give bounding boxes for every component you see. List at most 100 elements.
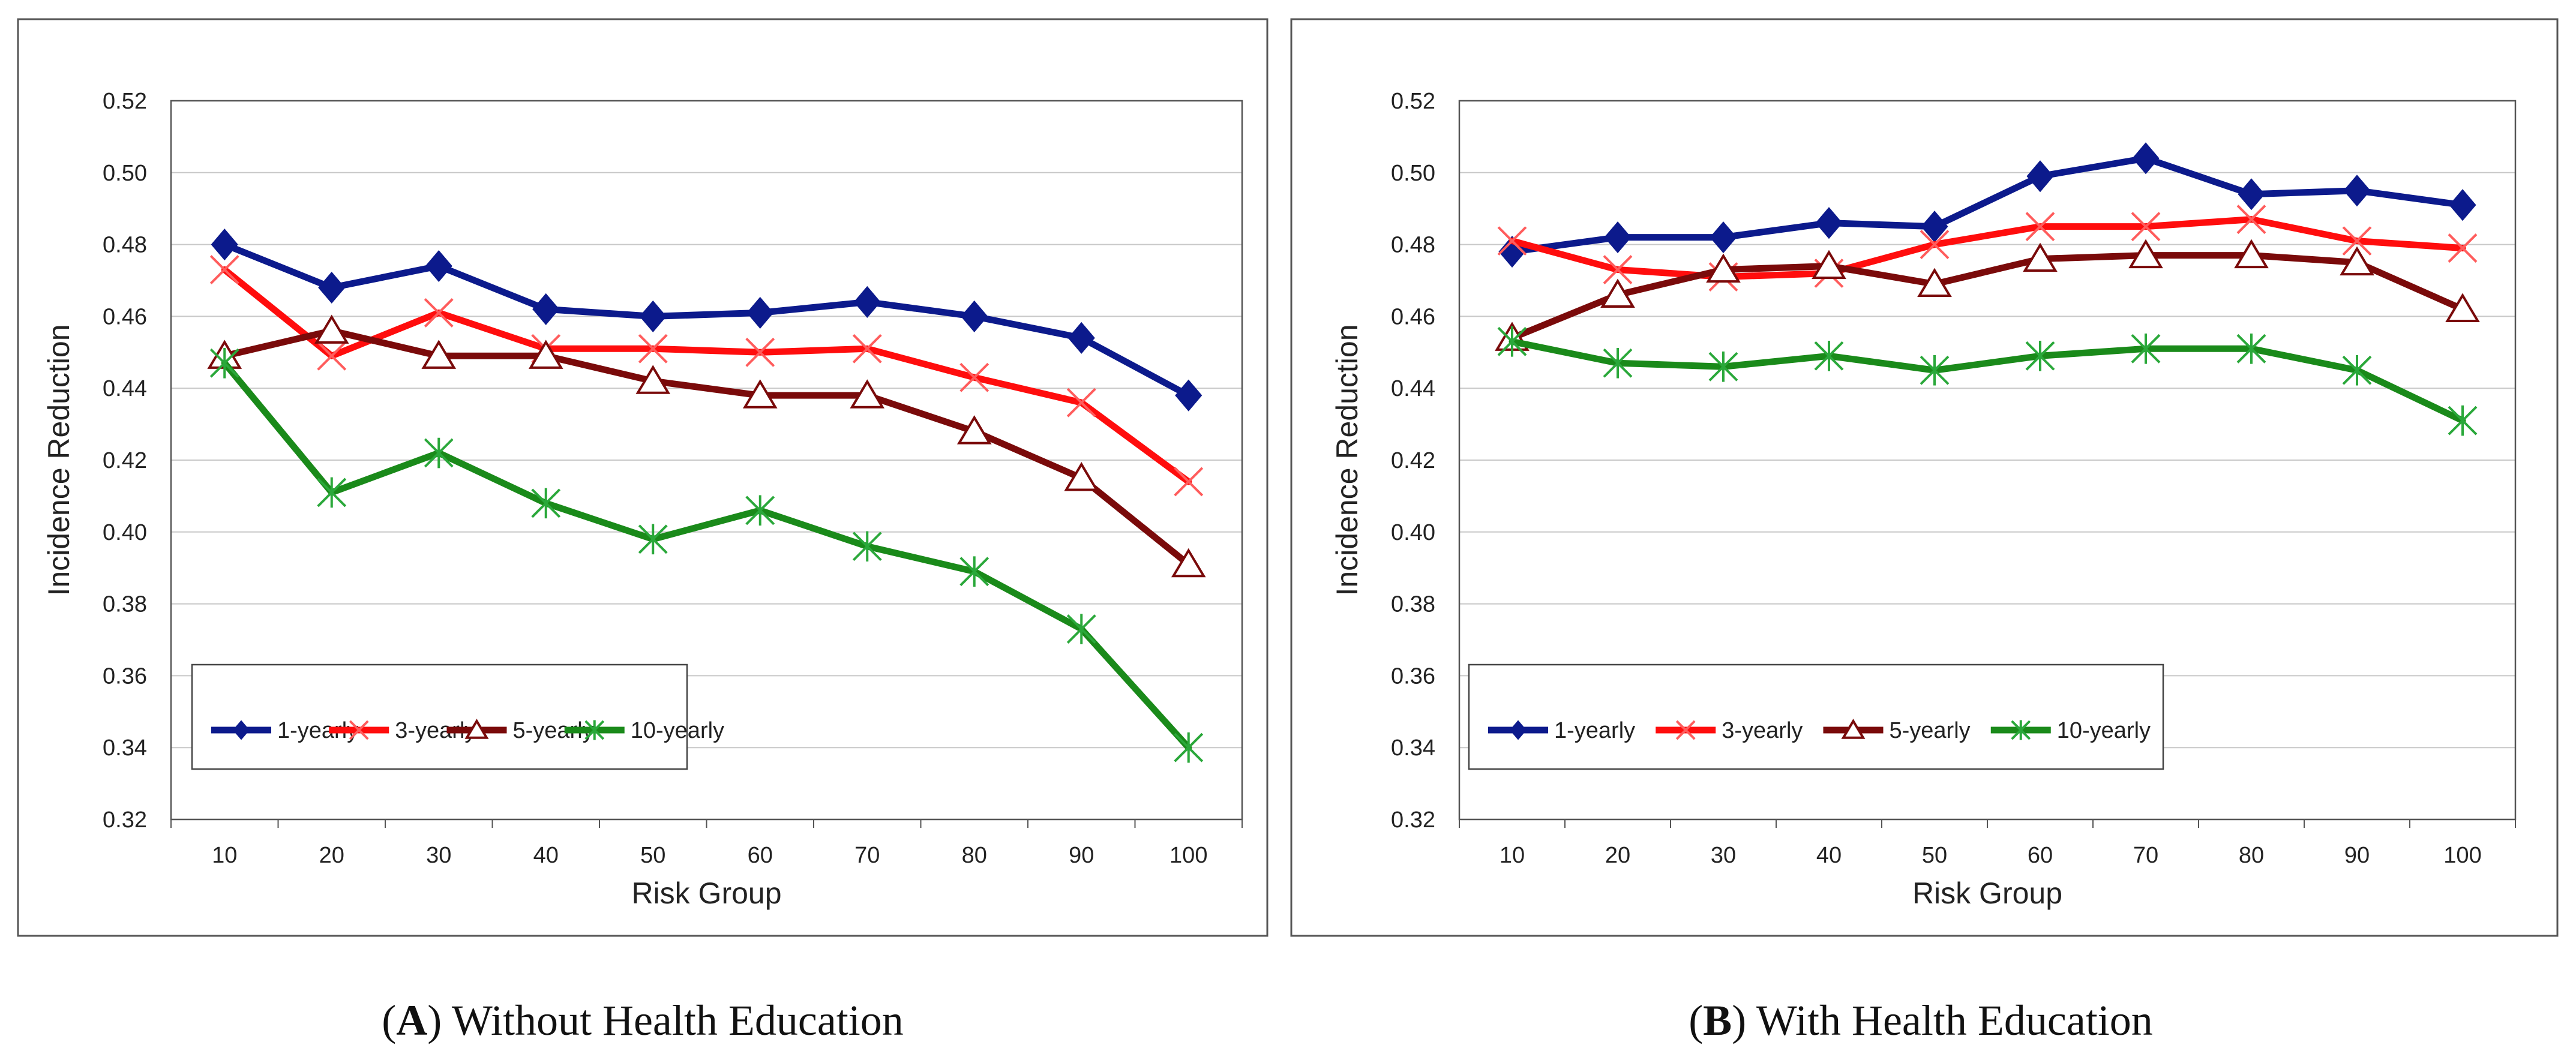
y-tick-label: 0.36 bbox=[1391, 663, 1435, 689]
legend-box bbox=[191, 663, 688, 770]
y-tick-label: 0.38 bbox=[103, 592, 147, 617]
y-tick-label: 0.48 bbox=[1391, 233, 1435, 258]
data-point bbox=[2236, 334, 2266, 364]
x-tick-label: 90 bbox=[2344, 843, 2370, 868]
data-point bbox=[1604, 221, 1632, 254]
data-point bbox=[2026, 160, 2054, 193]
legend-item: 10-yearly bbox=[564, 718, 724, 743]
x-tick-label: 80 bbox=[2239, 843, 2264, 868]
legend-item: 5-yearly bbox=[446, 718, 594, 743]
series-line bbox=[1509, 216, 2466, 281]
caption-text: Without Health Education bbox=[452, 996, 904, 1044]
x-tick-label: 10 bbox=[1500, 843, 1525, 868]
x-tick-label: 70 bbox=[2133, 843, 2158, 868]
y-tick-label: 0.42 bbox=[103, 448, 147, 473]
x-tick-label: 20 bbox=[319, 843, 344, 868]
y-tick-label: 0.44 bbox=[1391, 376, 1435, 401]
data-point bbox=[2448, 405, 2478, 436]
data-point bbox=[853, 286, 881, 318]
y-tick-label: 0.52 bbox=[1391, 89, 1435, 114]
x-tick-label: 60 bbox=[2028, 843, 2053, 868]
data-point bbox=[1917, 268, 1952, 298]
x-tick-label: 30 bbox=[1711, 843, 1736, 868]
series-5-yearly bbox=[207, 314, 1206, 578]
data-point bbox=[2023, 242, 2058, 272]
data-point bbox=[1175, 379, 1202, 412]
data-point bbox=[638, 524, 668, 555]
y-tick-label: 0.44 bbox=[103, 376, 147, 401]
y-tick-label: 0.40 bbox=[103, 520, 147, 545]
legend-label: 3-yearly bbox=[1722, 718, 1803, 743]
legend-item: 1-yearly bbox=[211, 718, 358, 743]
data-point bbox=[959, 556, 989, 587]
panel-frame bbox=[17, 18, 1268, 937]
data-point bbox=[959, 362, 989, 392]
data-point bbox=[1174, 732, 1204, 763]
data-point bbox=[424, 437, 454, 469]
legend-marker bbox=[464, 719, 489, 739]
x-tick-label: 50 bbox=[640, 843, 665, 868]
data-point bbox=[209, 255, 239, 284]
data-point bbox=[2025, 340, 2055, 371]
data-point bbox=[1812, 250, 1846, 280]
data-point bbox=[956, 415, 992, 445]
data-point bbox=[1815, 207, 1843, 239]
data-point bbox=[317, 477, 347, 508]
caption-text: With Health Education bbox=[1756, 996, 2153, 1044]
x-tick-label: 40 bbox=[1816, 843, 1842, 868]
data-point bbox=[2234, 239, 2269, 269]
data-point bbox=[1920, 230, 1950, 260]
series-line bbox=[1509, 252, 2466, 341]
data-point bbox=[961, 300, 988, 332]
x-tick-label: 20 bbox=[1605, 843, 1630, 868]
data-point bbox=[531, 488, 561, 519]
data-point bbox=[852, 334, 882, 364]
data-point bbox=[2132, 142, 2160, 175]
data-point bbox=[1814, 340, 1844, 371]
data-point bbox=[1066, 388, 1096, 418]
data-point bbox=[1174, 467, 1204, 497]
series-line bbox=[221, 266, 1192, 485]
legend-item: 10-yearly bbox=[1990, 718, 2151, 743]
data-point bbox=[2128, 239, 2163, 269]
series-line bbox=[1509, 338, 2466, 424]
legend-marker bbox=[2011, 720, 2031, 740]
y-tick-label: 0.50 bbox=[1391, 161, 1435, 186]
data-point bbox=[532, 293, 560, 325]
panel-frame bbox=[1290, 18, 2559, 937]
data-point bbox=[1710, 221, 1737, 254]
legend-label: 10-yearly bbox=[2057, 718, 2151, 743]
x-tick-label: 100 bbox=[1169, 843, 1207, 868]
data-point bbox=[638, 334, 668, 364]
data-point bbox=[425, 250, 452, 283]
x-tick-label: 60 bbox=[748, 843, 773, 868]
y-tick-label: 0.48 bbox=[103, 233, 147, 258]
data-point bbox=[424, 298, 454, 328]
x-tick-label: 40 bbox=[533, 843, 559, 868]
x-tick-label: 50 bbox=[1922, 843, 1947, 868]
data-point bbox=[1066, 614, 1096, 644]
legend-item: 3-yearly bbox=[1656, 718, 1803, 743]
data-point bbox=[2449, 189, 2476, 221]
data-point bbox=[852, 531, 882, 562]
legend: 1-yearly 3-yearly 5-yearly 10-yearly bbox=[191, 663, 724, 770]
data-point bbox=[1708, 351, 1738, 382]
legend-label: 1-yearly bbox=[1554, 718, 1635, 743]
data-point bbox=[209, 347, 239, 379]
y-tick-label: 0.34 bbox=[103, 735, 147, 761]
series-3-yearly bbox=[1497, 205, 2478, 292]
legend-marker bbox=[349, 720, 369, 740]
data-point bbox=[528, 340, 563, 369]
series-line bbox=[1509, 155, 2466, 256]
x-tick-label: 100 bbox=[2443, 843, 2481, 868]
legend-marker bbox=[584, 720, 605, 740]
legend-marker bbox=[232, 720, 250, 740]
x-tick-label: 90 bbox=[1069, 843, 1094, 868]
legend-item: 5-yearly bbox=[1823, 718, 1971, 743]
data-point bbox=[318, 271, 346, 304]
data-point bbox=[1497, 226, 1527, 256]
data-point bbox=[1497, 326, 1527, 357]
series-line bbox=[221, 327, 1192, 568]
panel-letter: A bbox=[396, 996, 427, 1044]
